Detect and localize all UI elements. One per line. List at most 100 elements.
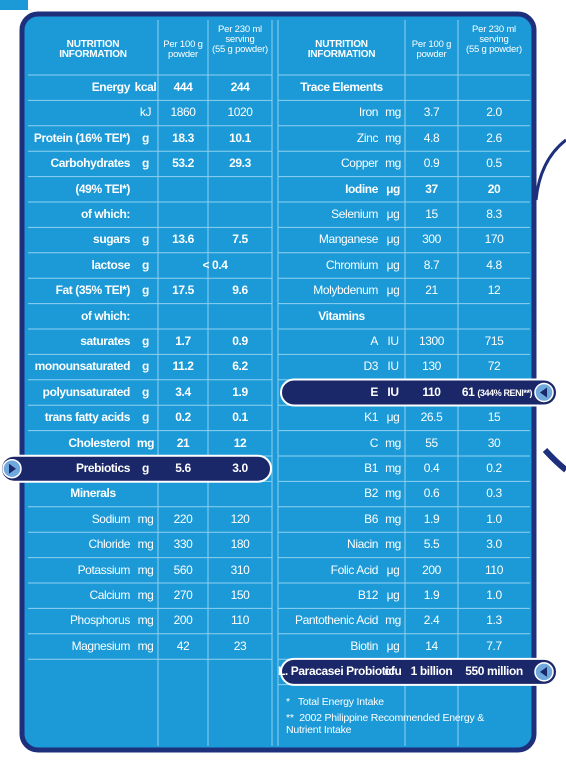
value-note: (344% RENI**) [477, 387, 533, 398]
cell-per100: 1300 [418, 334, 445, 348]
cell-label: polyunsaturated [42, 384, 131, 399]
cell-per230: 120 [230, 511, 250, 526]
header-per230: Per 230 ml serving (55 g powder) [465, 24, 522, 55]
cell-unit: mg [385, 613, 401, 628]
cell-label: Protein (16% TEI*) [33, 130, 131, 145]
cell-unit: mg [137, 562, 154, 577]
cell-per100: 300 [422, 232, 441, 247]
cell-label: saturates [80, 334, 130, 348]
decor-curve [542, 447, 566, 473]
arrow [9, 463, 16, 474]
cell-per230: 1.3 [486, 613, 502, 628]
cell-label: of which: [80, 308, 130, 323]
cell-per230: 715 [484, 334, 504, 348]
cell-unit: mg [385, 156, 401, 171]
cell-per230: 12 [233, 435, 247, 450]
cell-per100: 330 [173, 537, 193, 552]
cell-unit: g [142, 130, 149, 145]
cell-unit: mg [137, 613, 154, 628]
cell-label: Vitamins [318, 308, 365, 323]
cell-per100: 13.6 [172, 232, 194, 247]
cell-label: Sodium [91, 511, 131, 526]
cell-unit: mg [385, 511, 401, 526]
cell-per230: 310 [230, 562, 250, 577]
cell-unit: mg [137, 588, 154, 602]
cell-per230: 0.5 [486, 156, 502, 171]
cell-per230: 20 [487, 181, 501, 196]
cell-per100: 4.8 [423, 130, 440, 145]
cell-unit: g [142, 410, 149, 425]
cell-per230: 110 [485, 562, 503, 577]
cell-unit: mg [385, 486, 401, 501]
cell-unit: kcal [134, 80, 157, 94]
cell-per230: 7.5 [232, 232, 248, 247]
cell-label: K1 [364, 410, 378, 425]
cell-label: sugars [93, 232, 130, 247]
cell-unit: kJ [139, 105, 152, 120]
cell-unit: g [142, 232, 149, 247]
cell-label: B12 [357, 588, 379, 602]
cell-label: Biotin [350, 638, 378, 653]
cell-unit: IU [387, 334, 399, 348]
cell-per100: 18.3 [172, 130, 194, 145]
cell-unit: mg [385, 105, 401, 120]
cell-label: Iodine [345, 181, 378, 196]
cell-per230: 0.9 [232, 334, 248, 348]
cell-label: Niacin [347, 537, 378, 552]
cell-label: Chloride [88, 537, 131, 552]
cell-label: L. Paracasei Probiotic [278, 664, 395, 679]
cell-label: lactose [91, 257, 130, 272]
cell-unit: g [142, 334, 149, 348]
cell-unit: μg [386, 232, 400, 247]
cell-label: Calcium [89, 588, 130, 602]
cell-label: Manganese [318, 232, 379, 247]
cell-per230: 170 [484, 232, 504, 247]
cell-per230: 9.6 [232, 283, 248, 298]
highlight-pill [280, 657, 558, 686]
cell-label: of which: [80, 207, 130, 221]
cell-per100: 220 [173, 511, 193, 526]
cell-per230: 1.0 [486, 588, 502, 602]
cell-unit: μg [386, 588, 400, 602]
cell-label: (49% TEI*) [75, 181, 130, 196]
cell-per100: 21 [425, 283, 438, 298]
cell-per100: 37 [425, 181, 438, 196]
cell-both: < 0.4 [202, 257, 228, 272]
cell-unit: mg [137, 511, 154, 526]
footnote: ** 2002 Philippine Recommended Energy & … [286, 712, 487, 736]
cell-per230: 550 million [465, 664, 523, 679]
decor-curve [534, 138, 566, 201]
cell-unit: mg [137, 537, 154, 552]
cell-per230: 180 [230, 537, 250, 552]
cell-unit: IU [387, 359, 399, 374]
cell-per230: 61 (344% RENI**) [461, 384, 533, 399]
header-label: NUTRITION INFORMATION [307, 39, 376, 60]
cell-unit: mg [385, 130, 401, 145]
cell-per230: 0.1 [232, 410, 248, 425]
header-per230: Per 230 ml serving (55 g powder) [211, 24, 268, 55]
cell-per100: 1.9 [423, 588, 440, 602]
cell-label: Trace Elements [300, 80, 383, 94]
cell-label: Magnesium [71, 638, 131, 653]
cell-per100: 42 [176, 638, 190, 653]
cell-per100: 0.2 [175, 410, 191, 425]
cell-per230: 0.3 [486, 486, 502, 501]
highlight-pill [280, 378, 558, 407]
cell-per230: 2.0 [486, 105, 502, 120]
cell-per230: 15 [487, 410, 501, 425]
cell-per230: 1.9 [232, 384, 248, 399]
cell-per230: 3.0 [232, 461, 248, 475]
header-per100: Per 100 g powder [163, 39, 203, 60]
cell-per230: 2.6 [486, 130, 502, 145]
cell-per100: 53.2 [172, 156, 194, 171]
cell-unit: g [142, 257, 149, 272]
cell-unit: μg [386, 638, 400, 653]
cell-unit: μg [386, 283, 400, 298]
cell-label: Zinc [356, 130, 378, 145]
cell-per230: 110 [231, 613, 249, 628]
cell-per100: 15 [425, 207, 438, 221]
cell-per100: 1.7 [175, 334, 191, 348]
cell-per230: 29.3 [229, 156, 251, 171]
cell-per230: 3.0 [486, 537, 502, 552]
